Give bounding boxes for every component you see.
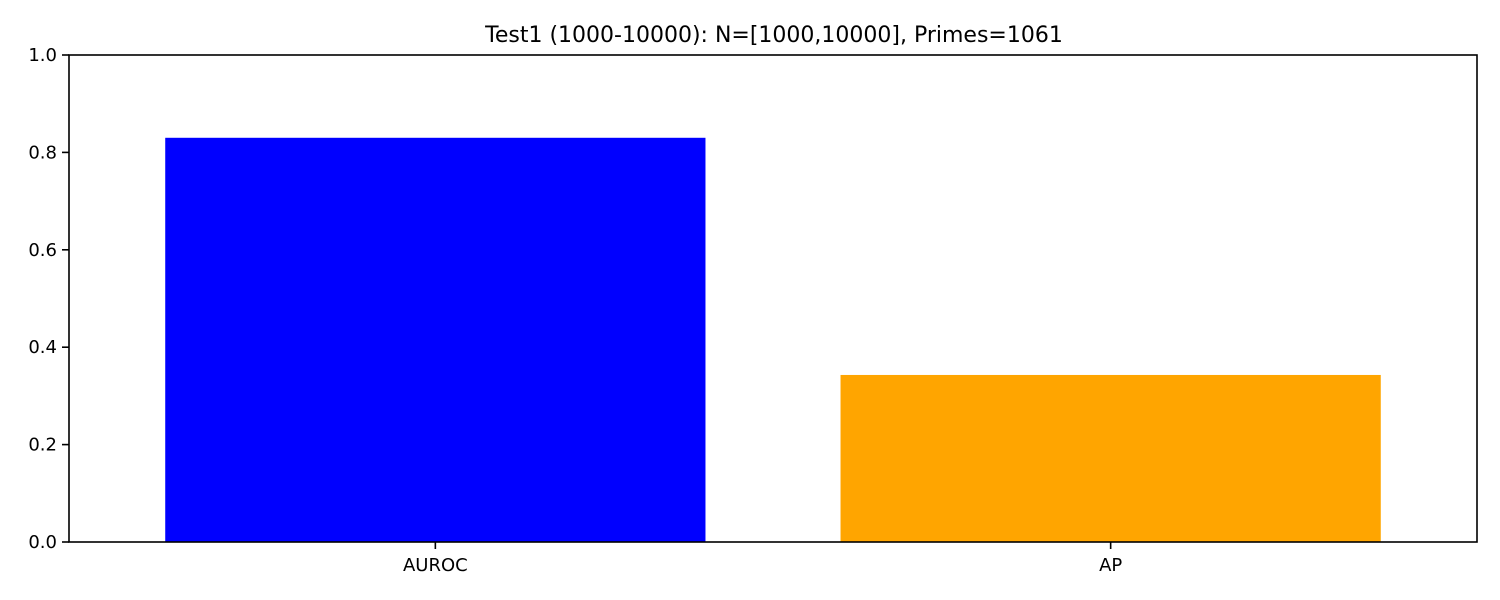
y-tick-label: 0.6: [28, 240, 57, 261]
y-tick-label: 1.0: [28, 45, 57, 66]
x-tick-label: AP: [1099, 555, 1122, 576]
x-tick-label: AUROC: [403, 555, 468, 576]
x-axis: AUROC AP: [403, 542, 1122, 576]
y-tick-label: 0.8: [28, 142, 57, 163]
bar-ap: [840, 374, 1381, 542]
y-tick-label: 0.4: [28, 337, 57, 358]
bar-auroc: [165, 137, 706, 543]
plot-frame: [68, 54, 1478, 543]
y-tick-label: 0.2: [28, 435, 57, 456]
y-tick-label: 0.0: [28, 532, 57, 553]
bars-layer: [165, 137, 1381, 543]
y-axis: 0.0 0.2 0.4 0.6 0.8 1.0: [28, 45, 69, 553]
chart-title: Test1 (1000-10000): N=[1000,10000], Prim…: [484, 23, 1063, 48]
